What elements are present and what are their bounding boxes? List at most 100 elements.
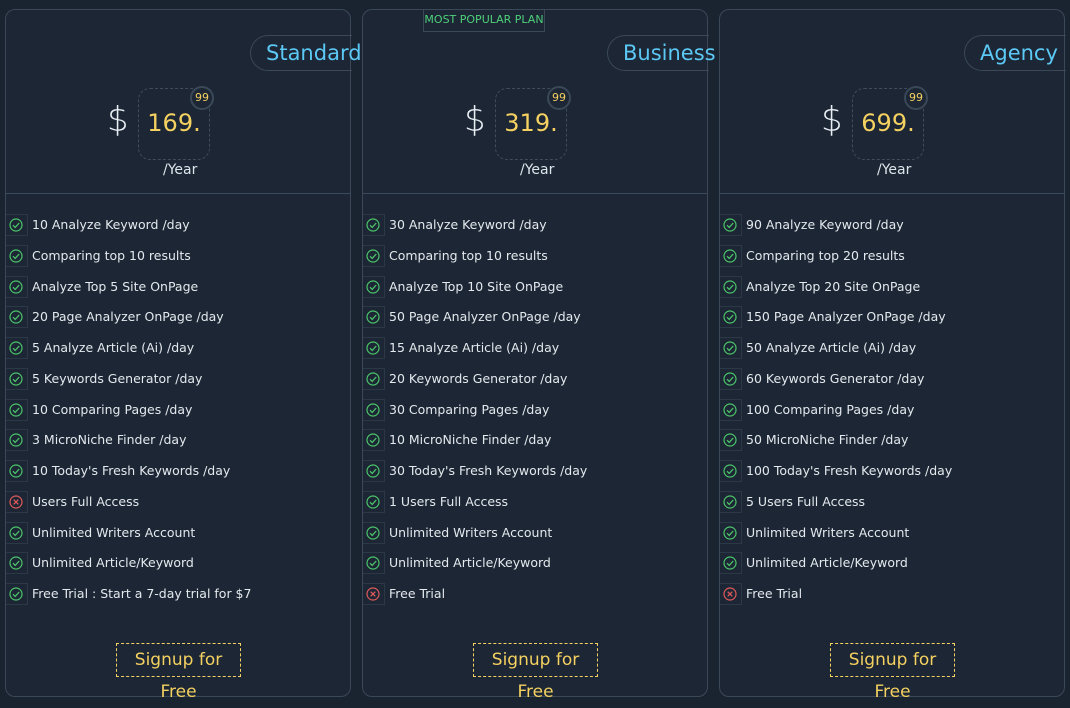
icon-box: [6, 460, 28, 482]
feature-text: 30 Comparing Pages /day: [389, 401, 550, 417]
feature-text: Unlimited Writers Account: [389, 524, 553, 540]
icon-box: [6, 521, 28, 544]
icon-box: [720, 552, 742, 575]
check-icon: [723, 372, 737, 386]
icon-box: [363, 429, 385, 452]
check-icon: [366, 249, 380, 263]
feature-text: Unlimited Article/Keyword: [389, 555, 551, 571]
check-icon: [723, 525, 737, 540]
icon-box: [363, 275, 385, 298]
icon-box: [6, 214, 28, 236]
icon-box: [720, 275, 742, 298]
icon-box: [720, 337, 742, 359]
check-icon: [9, 372, 23, 386]
check-icon: [9, 218, 23, 232]
feature-text: 15 Analyze Article (Ai) /day: [389, 340, 560, 355]
feature-text: 60 Keywords Generator /day: [746, 370, 925, 386]
check-icon: [9, 279, 23, 294]
check-icon: [723, 433, 737, 447]
feature-text: Comparing top 10 results: [32, 247, 191, 263]
feature-text: 50 MicroNiche Finder /day: [746, 432, 909, 448]
icon-box: [6, 275, 28, 298]
price: 699.: [852, 88, 924, 160]
price: 319.: [495, 88, 567, 160]
icon-box: [363, 367, 385, 390]
check-icon: [9, 341, 23, 355]
signup-button[interactable]: Signup for Free: [830, 643, 955, 702]
plan-card: Business $319. 99/Year 30 Analyze Keyword /…: [362, 9, 716, 702]
icon-box: [720, 583, 742, 605]
feature-text: 10 Analyze Keyword /day: [32, 217, 190, 232]
check-icon: [723, 464, 737, 478]
period: /Year: [163, 162, 198, 178]
icon-box: [363, 214, 385, 236]
icon-box: [720, 367, 742, 390]
period: /Year: [520, 162, 555, 178]
feature-text: 100 Today's Fresh Keywords /day: [746, 463, 953, 478]
check-icon: [9, 310, 23, 324]
icon-box: [363, 337, 385, 359]
icon-box: [363, 552, 385, 575]
plan-card: Standard $169. 99/Year 10 Analyze Keyword /…: [5, 9, 362, 702]
icon-box: [720, 214, 742, 236]
plan-name: Business: [607, 35, 716, 71]
cross-icon: [366, 587, 380, 601]
price-cents: 99: [547, 86, 571, 110]
feature-text: 5 Analyze Article (Ai) /day: [32, 340, 195, 355]
feature-text: Comparing top 10 results: [389, 247, 548, 263]
check-icon: [9, 402, 23, 417]
popular-badge: MOST POPULAR PLAN: [423, 9, 545, 32]
feature-text: Analyze Top 20 Site OnPage: [746, 278, 921, 294]
check-icon: [366, 525, 380, 540]
icon-box: [6, 367, 28, 390]
currency: $: [107, 100, 129, 140]
feature-text: 20 Page Analyzer OnPage /day: [32, 309, 224, 325]
icon-box: [6, 490, 28, 513]
feature-text: Unlimited Writers Account: [32, 524, 196, 540]
check-icon: [9, 556, 23, 570]
check-icon: [723, 556, 737, 570]
icon-box: [6, 306, 28, 329]
cross-icon: [723, 587, 737, 601]
feature-text: Comparing top 20 results: [746, 247, 905, 263]
icon-box: [6, 552, 28, 575]
signup-button[interactable]: Signup for Free: [116, 643, 241, 702]
feature-text: 5 Users Full Access: [746, 493, 866, 509]
check-icon: [9, 464, 23, 478]
price: 169.: [138, 88, 210, 160]
divider: [363, 193, 707, 194]
icon-box: [720, 521, 742, 544]
feature-text: Unlimited Writers Account: [746, 524, 910, 540]
check-icon: [366, 556, 380, 570]
feature-text: 90 Analyze Keyword /day: [746, 217, 904, 232]
feature-text: 20 Keywords Generator /day: [389, 370, 568, 386]
divider: [6, 193, 350, 194]
check-icon: [723, 341, 737, 355]
plan-card: Agency $699. 99/Year 90 Analyze Keyword /da…: [719, 9, 1066, 702]
feature-text: Free Trial: [389, 586, 446, 601]
plan-name: Agency: [964, 35, 1066, 71]
divider: [720, 193, 1064, 194]
check-icon: [366, 495, 380, 509]
icon-box: [720, 244, 742, 267]
price-cents: 99: [190, 86, 214, 110]
feature-text: 5 Keywords Generator /day: [32, 370, 203, 386]
check-icon: [366, 310, 380, 324]
currency: $: [464, 100, 486, 140]
icon-box: [363, 521, 385, 544]
feature-text: Unlimited Article/Keyword: [746, 555, 908, 571]
check-icon: [366, 464, 380, 478]
signup-button[interactable]: Signup for Free: [473, 643, 598, 702]
icon-box: [6, 398, 28, 421]
cross-icon: [9, 495, 23, 509]
check-icon: [366, 218, 380, 232]
feature-text: 150 Page Analyzer OnPage /day: [746, 309, 946, 325]
icon-box: [6, 337, 28, 359]
icon-box: [6, 583, 28, 605]
check-icon: [9, 525, 23, 540]
check-icon: [723, 279, 737, 294]
icon-box: [6, 429, 28, 452]
feature-text: 10 Today's Fresh Keywords /day: [32, 463, 231, 478]
check-icon: [723, 310, 737, 324]
